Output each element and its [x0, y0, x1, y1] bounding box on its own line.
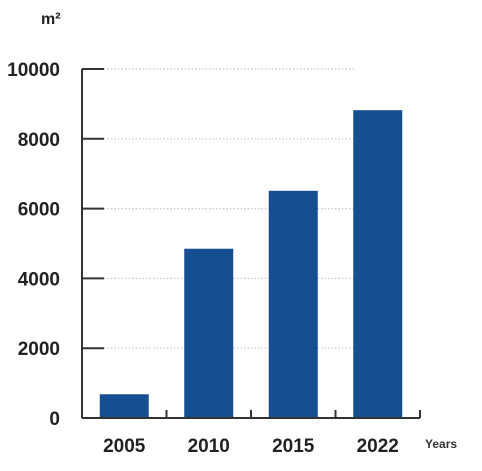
- bar-2015: [268, 190, 318, 418]
- x-axis-label: Years: [425, 437, 457, 451]
- bars: [99, 110, 403, 418]
- y-tick-label: 2000: [18, 339, 60, 360]
- bar-2005: [99, 394, 149, 418]
- axes: [81, 68, 421, 419]
- y-tick-labels: 0 2000 4000 6000 8000 10000: [7, 60, 60, 430]
- x-tick-label: 2022: [357, 436, 399, 457]
- y-tick-label: 6000: [18, 200, 60, 221]
- y-tick-label: 8000: [18, 130, 60, 151]
- y-tick-label: 4000: [18, 269, 60, 290]
- y-axis-unit-label: m²: [41, 11, 61, 28]
- x-tick-label: 2010: [188, 436, 230, 457]
- x-tick-label: 2005: [103, 436, 146, 457]
- y-tick-label: 10000: [7, 60, 60, 81]
- bar-2010: [184, 248, 234, 418]
- x-tick-labels: 2005 2010 2015 2022: [103, 436, 399, 457]
- y-tick-label: 0: [49, 409, 60, 430]
- x-tick-label: 2015: [272, 436, 315, 457]
- bar-2022: [353, 110, 403, 418]
